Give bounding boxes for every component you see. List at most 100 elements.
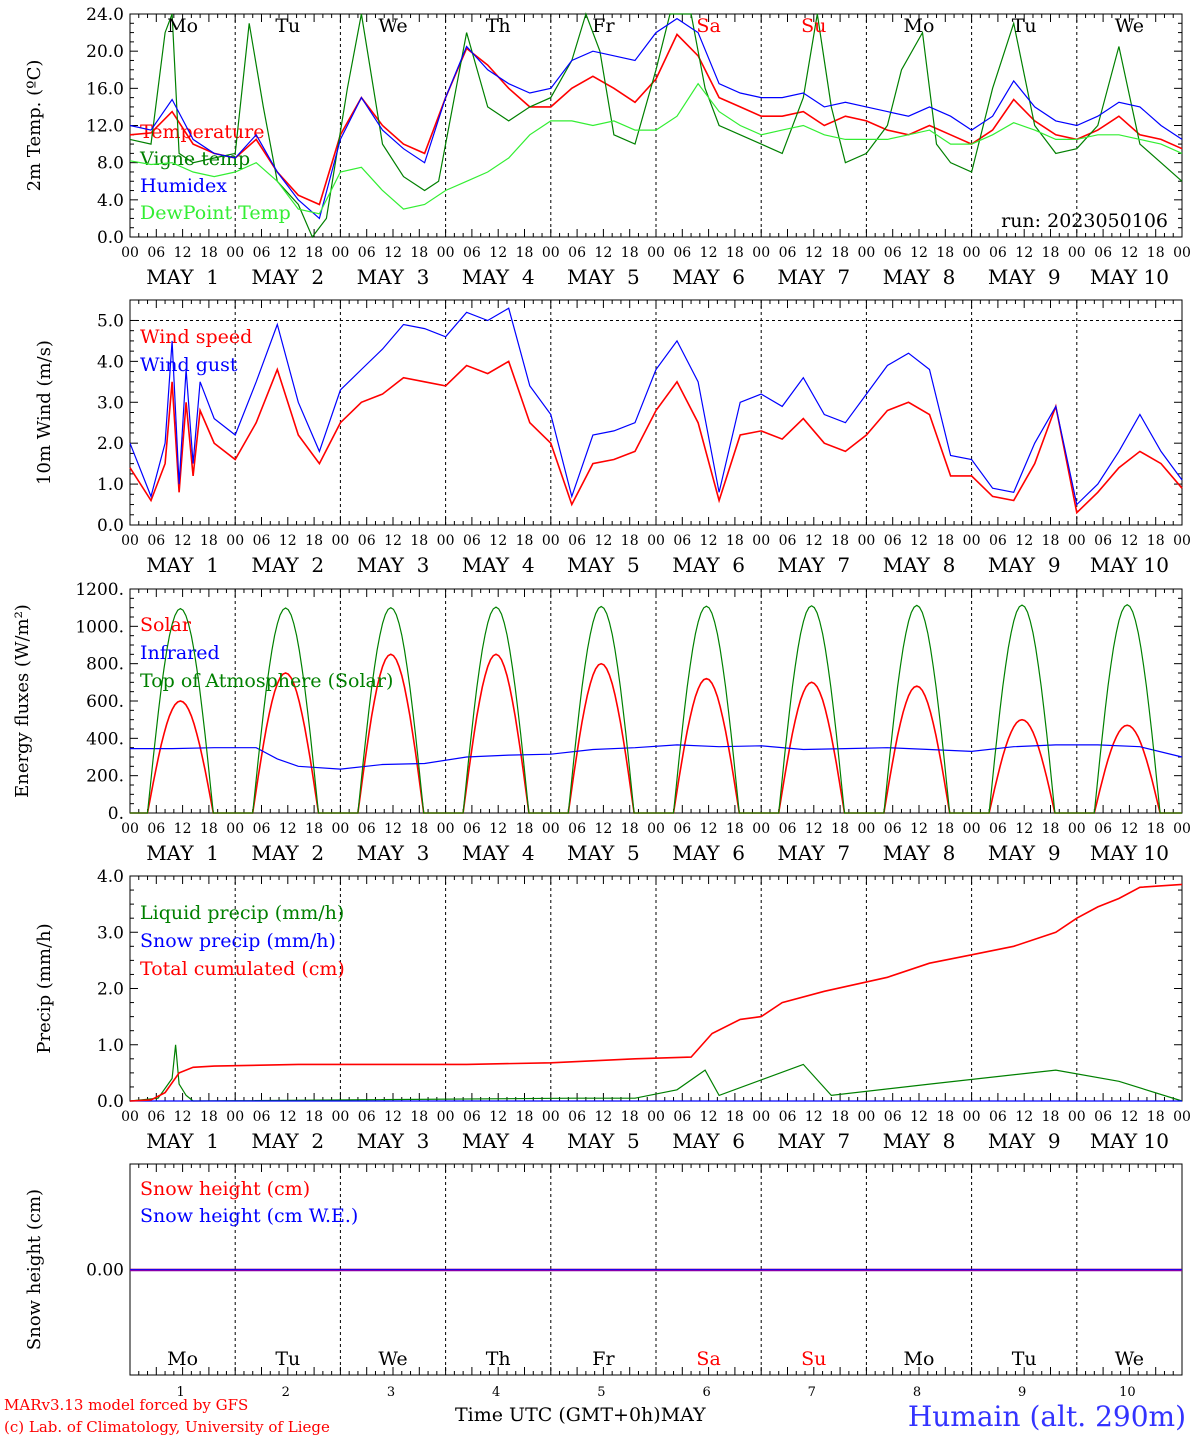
legend-entry: Wind speed: [140, 326, 252, 348]
legend-entry: Snow height (cm W.E.): [140, 1205, 358, 1227]
hour-tick-label: 00: [857, 1109, 875, 1125]
x-axis-title: Time UTC (GMT+0h)MAY: [455, 1404, 706, 1426]
series-line-temperature: [129, 33, 1183, 206]
day-number-label: 2: [282, 1385, 290, 1400]
hour-tick-label: 06: [673, 1109, 691, 1125]
series-line-humidex: [129, 17, 1183, 220]
hour-tick-label: 00: [226, 533, 244, 549]
hour-tick-label: 18: [1147, 245, 1165, 261]
hour-tick-label: 18: [1042, 245, 1060, 261]
hour-tick-label: 12: [910, 533, 928, 549]
hour-tick-label: 06: [1094, 821, 1112, 837]
y-axis-label: 2m Temp. (ºC): [24, 60, 45, 192]
hour-tick-label: 18: [516, 1109, 534, 1125]
hour-tick-label: 18: [621, 821, 639, 837]
hour-tick-label: 06: [779, 1109, 797, 1125]
hour-tick-label: 12: [279, 245, 297, 261]
date-label: MAY 4: [462, 841, 535, 865]
day-abbr-label: Tu: [1012, 1348, 1037, 1370]
hour-tick-label: 12: [489, 821, 507, 837]
hour-tick-label: 12: [1015, 245, 1033, 261]
hour-tick-label: 06: [253, 245, 271, 261]
date-label: MAY 2: [251, 265, 324, 289]
hour-tick-label: 12: [489, 1109, 507, 1125]
station-name: Humain (alt. 290m): [907, 1400, 1186, 1433]
hour-tick-label: 18: [726, 533, 744, 549]
hour-tick-label: 06: [358, 245, 376, 261]
hour-tick-label: 12: [1120, 1109, 1138, 1125]
hour-tick-label: 06: [568, 1109, 586, 1125]
hour-tick-label: 06: [1094, 245, 1112, 261]
day-abbr-label: Th: [486, 1348, 511, 1370]
hour-tick-label: 06: [463, 821, 481, 837]
hour-tick-label: 00: [331, 245, 349, 261]
day-abbr-label: Tu: [275, 1348, 300, 1370]
hour-tick-label: 00: [752, 821, 770, 837]
series-line-infrared: [130, 744, 1183, 770]
day-abbr-label: Sa: [696, 15, 720, 37]
y-axis-label: Energy fluxes (W/m²): [12, 604, 33, 798]
hour-tick-label: 12: [384, 1109, 402, 1125]
day-number-label: 7: [808, 1385, 816, 1400]
hour-tick-label: 18: [1042, 533, 1060, 549]
y-tick-label: 2.0: [97, 434, 124, 454]
date-label: MAY 8: [883, 265, 956, 289]
hour-tick-label: 18: [305, 245, 323, 261]
hour-tick-label: 00: [437, 821, 455, 837]
day-number-label: 6: [702, 1385, 710, 1400]
day-number-label: 5: [597, 1385, 605, 1400]
date-label: MAY 3: [357, 553, 430, 577]
hour-tick-label: 00: [226, 821, 244, 837]
hour-tick-label: 06: [358, 533, 376, 549]
date-label: MAY 10: [1090, 265, 1169, 289]
legend-entry: Infrared: [140, 642, 220, 664]
hour-tick-label: 12: [700, 533, 718, 549]
series-line-liquid-precip-mm-h-: [129, 1044, 1183, 1102]
date-label: MAY 4: [462, 1129, 535, 1153]
day-number-label: 9: [1018, 1385, 1026, 1400]
hour-tick-label: 12: [279, 533, 297, 549]
date-label: MAY 3: [357, 265, 430, 289]
hour-tick-label: 12: [700, 245, 718, 261]
hour-tick-label: 12: [805, 245, 823, 261]
hour-tick-label: 00: [1068, 1109, 1086, 1125]
hour-tick-label: 06: [779, 245, 797, 261]
date-label: MAY 10: [1090, 1129, 1169, 1153]
y-tick-label: 1200.: [75, 580, 124, 600]
date-label: MAY 2: [251, 1129, 324, 1153]
hour-tick-label: 00: [857, 821, 875, 837]
hour-tick-label: 06: [147, 533, 165, 549]
hour-tick-label: 12: [805, 533, 823, 549]
hour-tick-label: 06: [568, 245, 586, 261]
hour-tick-label: 18: [621, 1109, 639, 1125]
date-label: MAY 10: [1090, 841, 1169, 865]
hour-tick-label: 18: [516, 533, 534, 549]
hour-tick-label: 18: [200, 245, 218, 261]
hour-tick-label: 18: [1147, 1109, 1165, 1125]
date-label: MAY 7: [777, 841, 850, 865]
date-label: MAY 6: [672, 841, 745, 865]
hour-tick-label: 12: [805, 1109, 823, 1125]
y-tick-label: 400.: [86, 729, 124, 749]
date-label: MAY 4: [462, 553, 535, 577]
hour-tick-label: 18: [1042, 821, 1060, 837]
day-number-label: 4: [492, 1385, 500, 1400]
day-abbr-label: Mo: [167, 1348, 198, 1370]
y-tick-label: 1.0: [97, 475, 124, 495]
hour-tick-label: 00: [1173, 245, 1191, 261]
hour-tick-label: 12: [805, 821, 823, 837]
hour-tick-label: 12: [910, 821, 928, 837]
date-label: MAY 5: [567, 265, 640, 289]
run-annotation: run: 2023050106: [1001, 210, 1168, 232]
date-label: MAY 9: [988, 553, 1061, 577]
date-label: MAY 3: [357, 1129, 430, 1153]
hour-tick-label: 18: [200, 533, 218, 549]
hour-tick-label: 00: [226, 1109, 244, 1125]
hour-tick-label: 06: [568, 533, 586, 549]
y-tick-label: 4.0: [97, 867, 124, 887]
hour-tick-label: 18: [936, 533, 954, 549]
series-line-total-cumulated-cm-: [129, 883, 1183, 1102]
hour-tick-label: 12: [174, 245, 192, 261]
hour-tick-label: 12: [910, 1109, 928, 1125]
date-label: MAY 9: [988, 841, 1061, 865]
